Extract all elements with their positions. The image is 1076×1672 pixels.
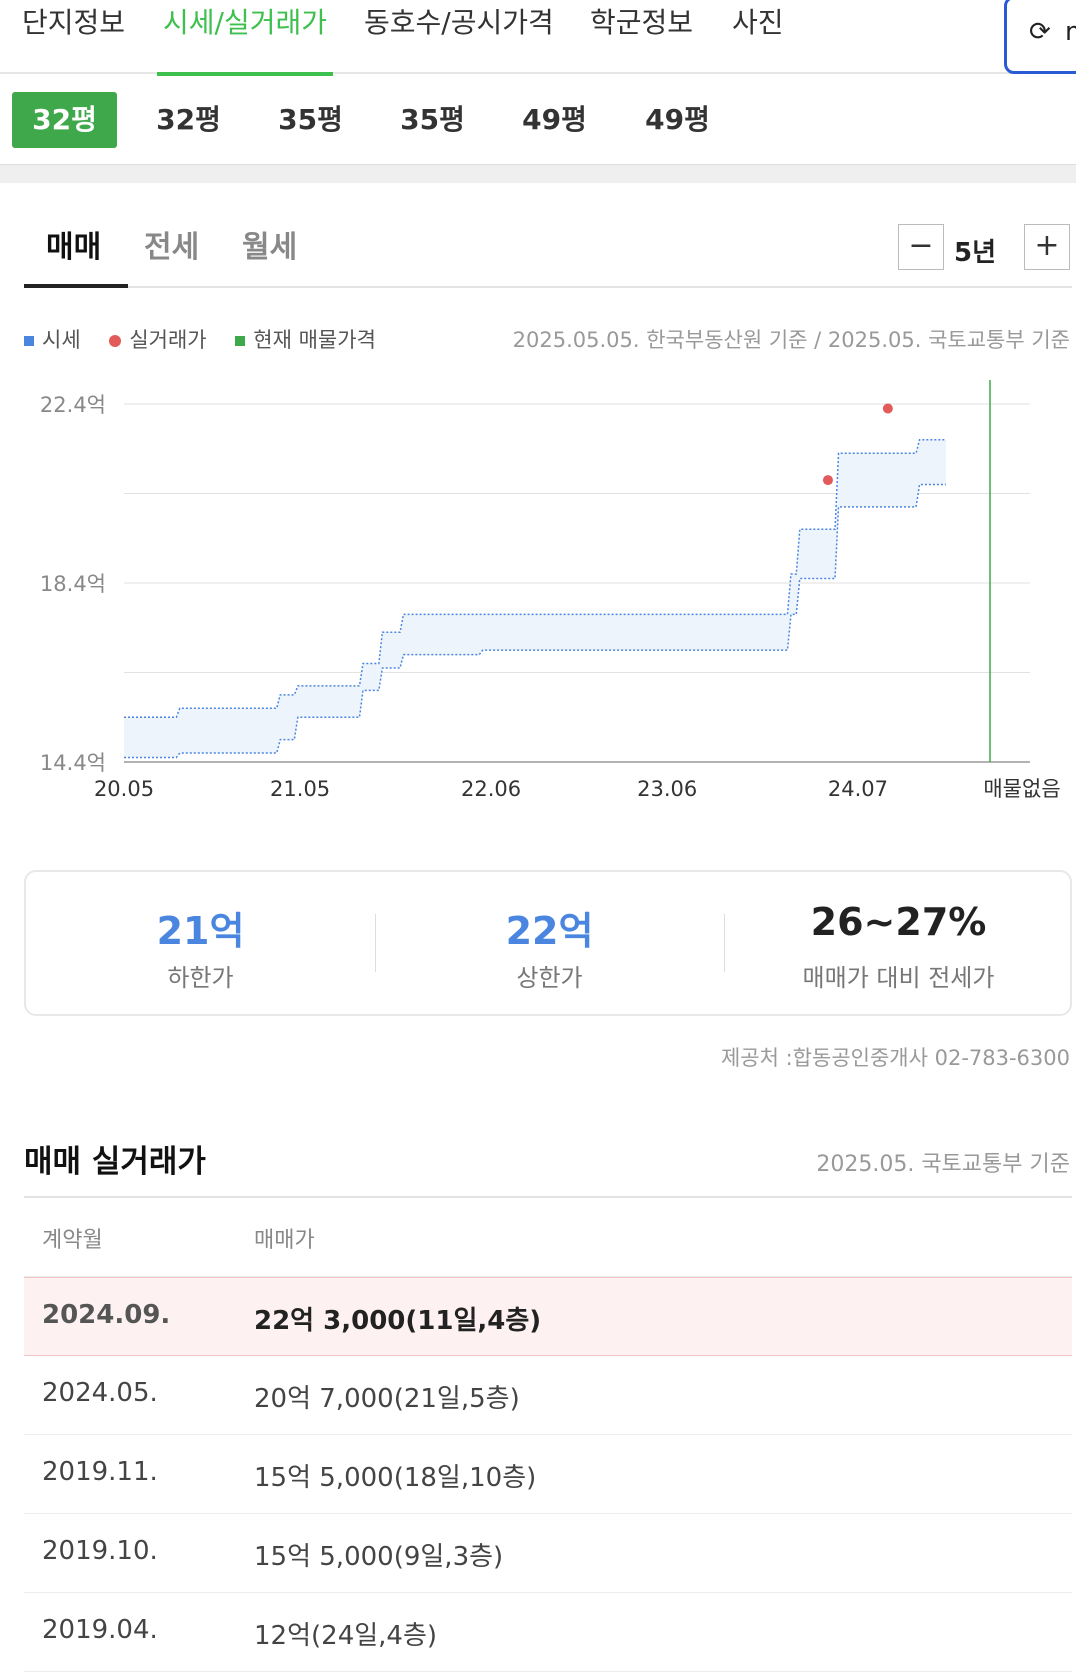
legend-actual: 실거래가 bbox=[109, 328, 207, 352]
chart-basis-text: 2025.05.05. 한국부동산원 기준 / 2025.05. 국토교통부 기… bbox=[512, 328, 1070, 352]
x-tick-label: 21.05 bbox=[270, 777, 330, 800]
col-month-header: 계약월 bbox=[42, 1228, 103, 1253]
refresh-icon: ⟳ bbox=[1029, 17, 1051, 47]
size-tab-1[interactable]: 32평 bbox=[12, 92, 117, 148]
y-tick-label: 14.4억 bbox=[40, 751, 106, 775]
row-month: 2024.09. bbox=[42, 1300, 171, 1330]
transactions-table: 계약월 매매가 2024.09. 22억 3,000(11일,4층) 2024.… bbox=[24, 1196, 1072, 1672]
transactions-basis: 2025.05. 국토교통부 기준 bbox=[816, 1152, 1070, 1177]
period-increase-button[interactable]: + bbox=[1024, 224, 1070, 270]
col-price-header: 매매가 bbox=[254, 1228, 315, 1253]
top-nav: 단지정보 시세/실거래가 동호수/공시가격 학군정보 사진 ⟳ m bbox=[0, 0, 1076, 76]
size-tab-5[interactable]: 49평 bbox=[522, 103, 587, 136]
listing-label: 매물없음 bbox=[983, 777, 1060, 800]
dot-icon bbox=[109, 335, 122, 347]
jeonse-ratio-label: 매매가 대비 전세가 bbox=[802, 964, 995, 992]
summary-lower: 21억 하한가 bbox=[26, 872, 375, 1018]
tab-monthly-rent[interactable]: 월세 bbox=[242, 230, 298, 265]
table-row[interactable]: 2019.11. 15억 5,000(18일,10층) bbox=[24, 1435, 1072, 1514]
active-tab-underline bbox=[24, 284, 128, 288]
row-price: 15억 5,000(18일,10층) bbox=[254, 1463, 537, 1493]
legend-listing: 현재 매물가격 bbox=[235, 328, 376, 352]
actual-price-point bbox=[882, 403, 893, 414]
size-tabs: 32평 32평 35평 35평 49평 49평 bbox=[0, 74, 1076, 164]
period-value: 5년 bbox=[954, 238, 997, 268]
table-header: 계약월 매매가 bbox=[24, 1198, 1072, 1277]
tab-unit-price[interactable]: 동호수/공시가격 bbox=[364, 6, 554, 39]
summary-upper: 22억 상한가 bbox=[375, 872, 724, 1018]
table-row[interactable]: 2024.05. 20억 7,000(21일,5층) bbox=[24, 1356, 1072, 1435]
chart-legend: 시세 실거래가 현재 매물가격 bbox=[24, 324, 398, 354]
summary-divider bbox=[724, 914, 725, 972]
row-price: 12억(24일,4층) bbox=[254, 1621, 438, 1651]
x-tick-label: 20.05 bbox=[94, 777, 154, 800]
market-upper-line bbox=[124, 439, 946, 718]
section-divider bbox=[0, 164, 1076, 183]
upper-price-value: 22억 bbox=[505, 909, 594, 953]
upper-price-label: 상한가 bbox=[516, 964, 583, 992]
legend-market: 시세 bbox=[24, 328, 81, 352]
tab-school[interactable]: 학군정보 bbox=[590, 6, 694, 39]
size-tab-6[interactable]: 49평 bbox=[645, 103, 710, 136]
row-month: 2019.04. bbox=[42, 1615, 158, 1645]
actual-price-point bbox=[822, 475, 833, 486]
size-tab-4[interactable]: 35평 bbox=[400, 103, 465, 136]
summary-ratio: 26~27% 매매가 대비 전세가 bbox=[724, 872, 1073, 1018]
tab-photos[interactable]: 사진 bbox=[732, 6, 784, 39]
refresh-label: m bbox=[1065, 17, 1076, 47]
transactions-title: 매매 실거래가 bbox=[24, 1144, 206, 1180]
row-price: 20억 7,000(21일,5층) bbox=[254, 1384, 520, 1414]
size-tab-3[interactable]: 35평 bbox=[278, 103, 343, 136]
row-price: 15억 5,000(9일,3층) bbox=[254, 1542, 504, 1572]
deal-type-tabs: 매매 전세 월세 bbox=[24, 212, 1072, 288]
period-decrease-button[interactable]: − bbox=[898, 224, 944, 270]
tab-jeonse[interactable]: 전세 bbox=[144, 230, 200, 265]
refresh-button[interactable]: ⟳ m bbox=[1004, 0, 1076, 74]
size-tab-2[interactable]: 32평 bbox=[156, 103, 221, 136]
table-row[interactable]: 2024.09. 22억 3,000(11일,4층) bbox=[24, 1277, 1072, 1356]
tab-complex-info[interactable]: 단지정보 bbox=[22, 6, 126, 39]
lower-price-label: 하한가 bbox=[167, 964, 234, 992]
tab-price[interactable]: 시세/실거래가 bbox=[157, 0, 333, 76]
row-month: 2024.05. bbox=[42, 1378, 158, 1408]
market-band-fill bbox=[124, 439, 946, 758]
jeonse-ratio-value: 26~27% bbox=[810, 900, 987, 944]
market-lower-line bbox=[124, 483, 946, 759]
y-tick-label: 18.4억 bbox=[40, 572, 106, 596]
summary-divider bbox=[375, 914, 376, 972]
tab-sale[interactable]: 매매 bbox=[46, 230, 102, 265]
x-tick-label: 24.07 bbox=[828, 777, 888, 800]
row-price: 22억 3,000(11일,4층) bbox=[254, 1306, 542, 1336]
x-tick-label: 22.06 bbox=[461, 777, 521, 800]
lower-price-value: 21억 bbox=[156, 909, 245, 953]
y-tick-label: 22.4억 bbox=[40, 393, 106, 417]
data-provider: 제공처 :합동공인중개사 02-783-6300 bbox=[720, 1046, 1070, 1070]
row-month: 2019.11. bbox=[42, 1457, 158, 1487]
table-row[interactable]: 2019.04. 12억(24일,4층) bbox=[24, 1593, 1072, 1672]
square-icon bbox=[235, 336, 246, 346]
x-tick-label: 23.06 bbox=[637, 777, 697, 800]
row-month: 2019.10. bbox=[42, 1536, 158, 1566]
price-summary: 21억 하한가 22억 상한가 26~27% 매매가 대비 전세가 bbox=[24, 870, 1072, 1016]
square-icon bbox=[24, 336, 34, 346]
table-row[interactable]: 2019.10. 15억 5,000(9일,3층) bbox=[24, 1514, 1072, 1593]
